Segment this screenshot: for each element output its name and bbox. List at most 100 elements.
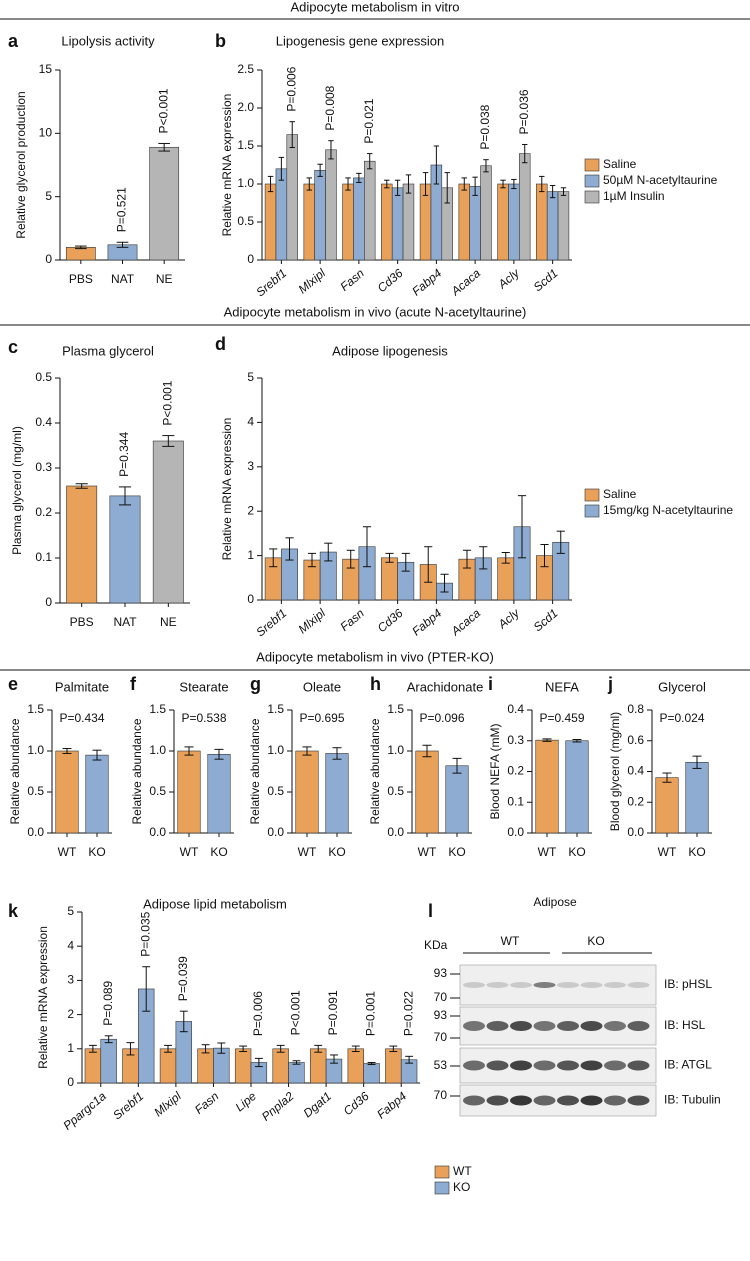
y-tick-label: 1 xyxy=(247,548,254,562)
bar xyxy=(177,750,201,834)
section-header: Adipocyte metabolism in vitro xyxy=(290,0,459,14)
x-tick-label: Mlxipl xyxy=(151,1089,184,1120)
p-value: P=0.089 xyxy=(101,980,115,1025)
chart-title: Adipose lipid metabolism xyxy=(143,896,287,911)
blot-band xyxy=(533,1021,556,1031)
x-tick-label: Cd36 xyxy=(341,1089,372,1118)
y-tick-label: 0 xyxy=(67,1075,74,1089)
bar xyxy=(85,754,109,834)
x-tick-label: WT xyxy=(418,845,437,859)
legend-label: WT xyxy=(453,1164,472,1178)
panel-letter: f xyxy=(130,674,137,694)
bar xyxy=(535,739,559,834)
legend-label: Saline xyxy=(603,487,637,501)
y-tick-label: 0 xyxy=(247,252,254,266)
bar xyxy=(152,440,184,604)
p-value: P=0.006 xyxy=(284,66,298,111)
y-tick-label: 1.5 xyxy=(267,702,284,716)
bar xyxy=(288,1062,305,1084)
x-tick-label: Mlxipl xyxy=(296,606,329,637)
x-tick-label: Acaca xyxy=(448,266,484,299)
y-tick-label: 4 xyxy=(247,415,254,429)
legend-swatch xyxy=(584,174,600,188)
bar xyxy=(84,1048,102,1084)
legend-swatch xyxy=(584,488,600,502)
y-tick-label: 2 xyxy=(247,503,254,517)
p-value: P=0.006 xyxy=(251,991,265,1036)
chart-title: NEFA xyxy=(545,679,579,694)
panel-letter: a xyxy=(8,31,19,51)
y-tick-label: 0.5 xyxy=(27,784,44,798)
x-tick-label: WT xyxy=(58,845,77,859)
y-tick-label: 0.2 xyxy=(627,794,644,808)
blot-band xyxy=(557,982,579,988)
y-tick-label: 1.0 xyxy=(267,743,284,757)
legend-swatch xyxy=(584,504,600,518)
chart-title: Arachidonate xyxy=(407,679,484,694)
p-value: P=0.021 xyxy=(362,98,376,143)
blot-title: Adipose xyxy=(533,895,577,909)
bar xyxy=(458,183,471,261)
bar xyxy=(325,753,349,834)
blot-band xyxy=(580,1021,603,1031)
blot-band xyxy=(627,982,650,988)
group-label: KO xyxy=(587,934,604,948)
bar xyxy=(303,183,316,261)
p-value: P=0.344 xyxy=(117,432,131,477)
marker-label: 70 xyxy=(434,990,448,1004)
y-tick-label: 1.5 xyxy=(387,702,404,716)
y-tick-label: 0.5 xyxy=(35,370,52,384)
panel-letter: l xyxy=(428,901,433,921)
bar xyxy=(557,191,570,261)
y-tick-label: 0.5 xyxy=(237,214,254,228)
bar xyxy=(275,168,288,261)
chart-title: Palmitate xyxy=(55,679,109,694)
bar xyxy=(363,160,376,261)
panel-letter: j xyxy=(607,674,613,694)
bar xyxy=(65,247,96,261)
p-value: P=0.036 xyxy=(517,89,531,134)
bar xyxy=(295,750,319,834)
chart-title: Lipogenesis gene expression xyxy=(276,33,444,48)
bar xyxy=(497,183,509,261)
p-value: P=0.459 xyxy=(539,711,584,725)
bar xyxy=(314,170,326,261)
bar xyxy=(381,183,393,261)
y-tick-label: 0.5 xyxy=(267,784,284,798)
x-tick-label: Cd36 xyxy=(375,606,406,635)
y-tick-label: 4 xyxy=(67,938,74,952)
y-tick-label: 0.1 xyxy=(507,794,524,808)
y-axis-label: Plasma glycerol (mg/ml) xyxy=(10,426,24,555)
x-tick-label: Acly xyxy=(495,605,523,632)
x-tick-label: WT xyxy=(180,845,199,859)
p-value: P<0.001 xyxy=(161,380,175,425)
panel-letter: i xyxy=(488,674,493,694)
blot-row-label: IB: ATGL xyxy=(664,1058,712,1072)
y-tick-label: 1.5 xyxy=(27,702,44,716)
x-tick-label: Scd1 xyxy=(531,606,561,634)
y-tick-label: 0.5 xyxy=(149,784,166,798)
y-axis-label: Blood NEFA (mM) xyxy=(488,723,502,819)
p-value: P=0.024 xyxy=(659,711,704,725)
blot-band xyxy=(557,1095,579,1106)
bar xyxy=(445,765,469,834)
y-tick-label: 0.0 xyxy=(27,825,44,839)
x-tick-label: Dgat1 xyxy=(301,1089,335,1120)
x-tick-label: Srebf1 xyxy=(253,266,289,299)
bar xyxy=(264,183,277,261)
bar xyxy=(518,153,531,261)
x-tick-label: Acaca xyxy=(448,606,484,639)
y-tick-label: 0.0 xyxy=(149,825,166,839)
y-tick-label: 2.5 xyxy=(237,62,254,76)
p-value: P=0.091 xyxy=(326,990,340,1035)
x-tick-label: Scd1 xyxy=(531,266,561,294)
y-tick-label: 1.0 xyxy=(237,176,254,190)
x-tick-label: KO xyxy=(448,845,465,859)
panel-letter: c xyxy=(8,337,18,357)
x-tick-label: Fasn xyxy=(192,1089,222,1117)
chart-title: Oleate xyxy=(303,679,341,694)
p-value: P=0.695 xyxy=(299,711,344,725)
bar xyxy=(55,750,79,834)
legend-label: 1µM Insulin xyxy=(603,189,665,203)
bar xyxy=(310,1048,327,1084)
